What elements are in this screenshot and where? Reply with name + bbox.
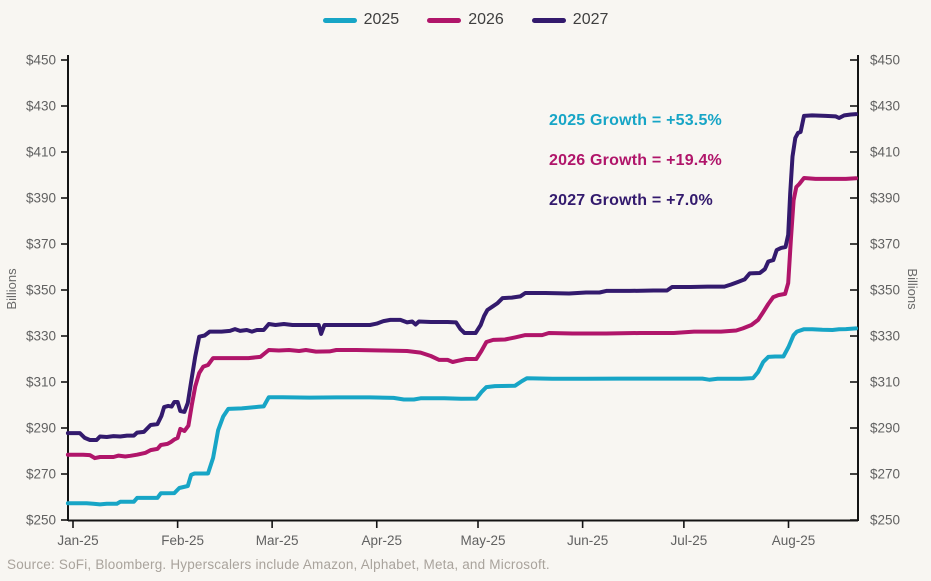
y-tick-label-left: $270 — [26, 467, 56, 482]
series-2026-line — [65, 176, 858, 461]
annotation-2027-growth: 2027 Growth = +7.0% — [549, 192, 713, 209]
legend-item-2027: 2027 — [531, 11, 609, 29]
x-tick-label: May-25 — [460, 533, 505, 548]
y-tick-label-right: $430 — [870, 99, 900, 114]
y-tick-label-right: $350 — [870, 283, 900, 298]
y-tick-label-left: $290 — [26, 421, 56, 436]
y-tick-label-right: $450 — [870, 53, 900, 68]
series-2027-line — [65, 112, 858, 442]
y-axis-title-right: Billions — [905, 268, 920, 310]
y-tick-label-left: $350 — [26, 283, 56, 298]
y-tick-label-right: $290 — [870, 421, 900, 436]
y-tick-label-left: $250 — [26, 513, 56, 528]
y-tick-label-right: $390 — [870, 191, 900, 206]
legend-label-2025: 2025 — [363, 11, 400, 28]
legend-swatch-2027 — [531, 17, 566, 23]
legend-swatch-2026 — [427, 17, 462, 23]
y-tick-label-left: $450 — [26, 53, 56, 68]
y-tick-label-right: $410 — [870, 145, 900, 160]
series-2025-line — [65, 326, 858, 507]
y-tick-label-right: $250 — [870, 513, 900, 528]
source-note: Source: SoFi, Bloomberg. Hyperscalers in… — [7, 557, 550, 572]
legend-item-2025: 2025 — [322, 11, 400, 29]
x-tick-label: Mar-25 — [256, 533, 299, 548]
y-tick-label-left: $430 — [26, 99, 56, 114]
growth-annotations: 2025 Growth = +53.5% 2026 Growth = +19.4… — [549, 112, 722, 232]
y-tick-label-right: $330 — [870, 329, 900, 344]
y-tick-label-right: $270 — [870, 467, 900, 482]
y-axis-title-left: Billions — [4, 268, 19, 310]
x-tick-label: Jul-25 — [670, 533, 707, 548]
chart-legend: 2025 2026 2027 — [0, 11, 931, 29]
x-tick-label: Jun-25 — [567, 533, 608, 548]
x-tick-label: Feb-25 — [161, 533, 204, 548]
x-tick-label: Apr-25 — [361, 533, 402, 548]
y-tick-label-left: $330 — [26, 329, 56, 344]
y-tick-label-left: $410 — [26, 145, 56, 160]
y-tick-label-right: $310 — [870, 375, 900, 390]
y-tick-label-left: $310 — [26, 375, 56, 390]
legend-label-2027: 2027 — [572, 11, 609, 28]
x-tick-label: Jan-25 — [57, 533, 98, 548]
legend-swatch-2025 — [322, 17, 357, 23]
y-tick-label-left: $390 — [26, 191, 56, 206]
x-tick-label: Aug-25 — [772, 533, 816, 548]
y-tick-label-right: $370 — [870, 237, 900, 252]
y-tick-label-left: $370 — [26, 237, 56, 252]
legend-item-2026: 2026 — [427, 11, 504, 29]
annotation-2026-growth: 2026 Growth = +19.4% — [549, 152, 722, 169]
annotation-2025-growth: 2025 Growth = +53.5% — [549, 112, 722, 129]
legend-label-2026: 2026 — [468, 11, 504, 28]
